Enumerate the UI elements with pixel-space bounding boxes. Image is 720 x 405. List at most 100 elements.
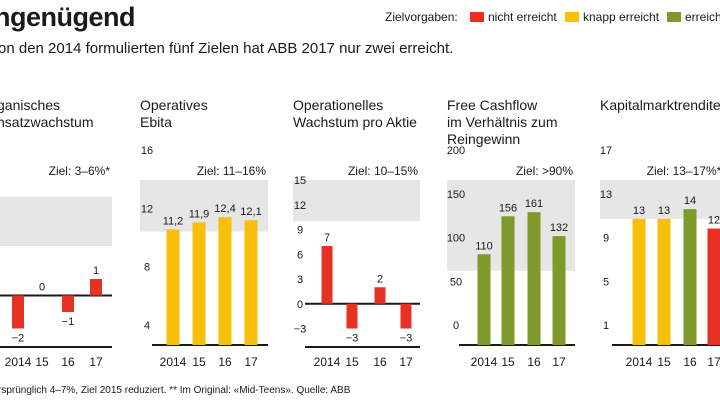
y-tick-label: 150 (447, 189, 465, 201)
chart-title: im Verhältnis zum (447, 114, 557, 130)
bar (683, 209, 697, 345)
data-label: 132 (550, 222, 568, 234)
data-label: 13 (633, 205, 645, 217)
x-tick-label: 17 (244, 355, 258, 369)
chart-title: Ebita (140, 114, 172, 130)
x-tick-label: 15 (35, 355, 49, 369)
y-tick-label: 16 (141, 145, 153, 157)
bar (218, 217, 232, 345)
page-title: ngenügend (0, 2, 135, 32)
y-tick-label: 5 (603, 276, 609, 288)
data-label: 11,9 (189, 208, 210, 220)
legend-swatch-green (667, 12, 681, 22)
chart-title: Wachstum pro Aktie (293, 114, 417, 130)
y-tick-label: 50 (450, 276, 462, 288)
data-label: −3 (400, 333, 413, 345)
chart-title: Reingewinn (447, 131, 520, 147)
x-tick-label: 16 (373, 355, 387, 369)
chart-title: Kapitalmarktrendite (600, 97, 720, 113)
bar (477, 254, 491, 345)
data-label: 13 (658, 205, 670, 217)
legend-label: Zielvorgaben: (385, 10, 458, 24)
y-tick-label: 4 (144, 320, 150, 332)
x-tick-label: 2014 (626, 355, 653, 369)
x-tick-label: 2014 (5, 355, 32, 369)
x-tick-label: 16 (527, 355, 541, 369)
x-tick-label: 17 (707, 355, 720, 369)
target-band (600, 180, 720, 219)
x-tick-label: 17 (552, 355, 566, 369)
y-tick-label: 8 (144, 262, 150, 274)
page-subtitle: on den 2014 formulierten fünf Zielen hat… (0, 40, 454, 57)
bar (90, 279, 102, 296)
data-label: −2 (12, 333, 25, 345)
chart-title: Free Cashflow (447, 97, 538, 113)
y-tick-label: 12 (141, 203, 153, 215)
bar (527, 212, 541, 345)
data-label: −1 (62, 316, 75, 328)
bar (244, 220, 258, 345)
target-label: Ziel: 3–6%* (49, 164, 111, 178)
bar (62, 295, 74, 312)
chart-title: Operationelles (293, 97, 383, 113)
chart-panel: Kapitalmarktrendite Ziel: 13–17%** 17 13 9 5 1… (600, 97, 720, 369)
legend-text: erreicht (685, 10, 720, 24)
x-tick-label: 16 (683, 355, 697, 369)
y-tick-label: 13 (600, 189, 612, 201)
y-tick-label: 100 (447, 233, 465, 245)
chart-title: Operatives (140, 97, 208, 113)
data-label: 110 (475, 240, 493, 252)
x-tick-label: 15 (345, 355, 359, 369)
target-band (0, 196, 112, 246)
x-tick-label: 17 (399, 355, 413, 369)
bar (12, 295, 24, 329)
x-tick-label: 15 (657, 355, 671, 369)
x-tick-label: 2014 (314, 355, 341, 369)
data-label: 11,2 (163, 216, 184, 228)
y-tick-label: 9 (297, 225, 303, 237)
x-tick-label: 16 (218, 355, 232, 369)
bar (632, 218, 646, 345)
bar (192, 222, 206, 345)
data-label: 7 (324, 232, 330, 244)
data-label: 161 (525, 198, 543, 210)
chart-title: nsatzwachstum (0, 114, 93, 130)
bar (552, 236, 566, 345)
data-label: 12 (708, 215, 720, 227)
data-label: 2 (377, 273, 383, 285)
y-tick-label: 0 (453, 320, 459, 332)
data-label: 14 (684, 195, 696, 207)
y-tick-label: −3 (294, 324, 307, 336)
x-tick-label: 15 (192, 355, 206, 369)
target-label: Ziel: 13–17%** (647, 164, 720, 178)
y-tick-label: 17 (600, 145, 612, 157)
data-label: −3 (346, 333, 359, 345)
footnote: rsprünglich 4–7%, Ziel 2015 reduziert. *… (0, 385, 351, 396)
y-tick-label: 9 (603, 233, 609, 245)
target-band (293, 180, 420, 222)
bar (166, 229, 180, 345)
x-tick-label: 15 (501, 355, 515, 369)
bar (707, 228, 720, 345)
x-tick-label: 2014 (160, 355, 187, 369)
legend-text: nicht erreicht (488, 10, 557, 24)
target-label: Ziel: >90% (516, 164, 573, 178)
legend-text: knapp erreicht (583, 10, 660, 24)
chart-title: ganisches (0, 97, 60, 113)
y-tick-label: 12 (294, 200, 306, 212)
legend-swatch-yellow (565, 12, 579, 22)
data-label: 12,1 (240, 206, 261, 218)
bar (657, 218, 671, 345)
data-label: 156 (499, 202, 517, 214)
target-label: Ziel: 11–16% (197, 164, 266, 178)
y-tick-label: 6 (297, 249, 303, 261)
bar (501, 216, 515, 345)
x-tick-label: 16 (61, 355, 75, 369)
legend-swatch-red (470, 12, 484, 22)
y-tick-label: 3 (297, 274, 303, 286)
x-tick-label: 17 (89, 355, 103, 369)
data-label: 1 (93, 265, 99, 277)
y-tick-label: 0 (297, 299, 303, 311)
y-tick-label: 1 (603, 320, 609, 332)
